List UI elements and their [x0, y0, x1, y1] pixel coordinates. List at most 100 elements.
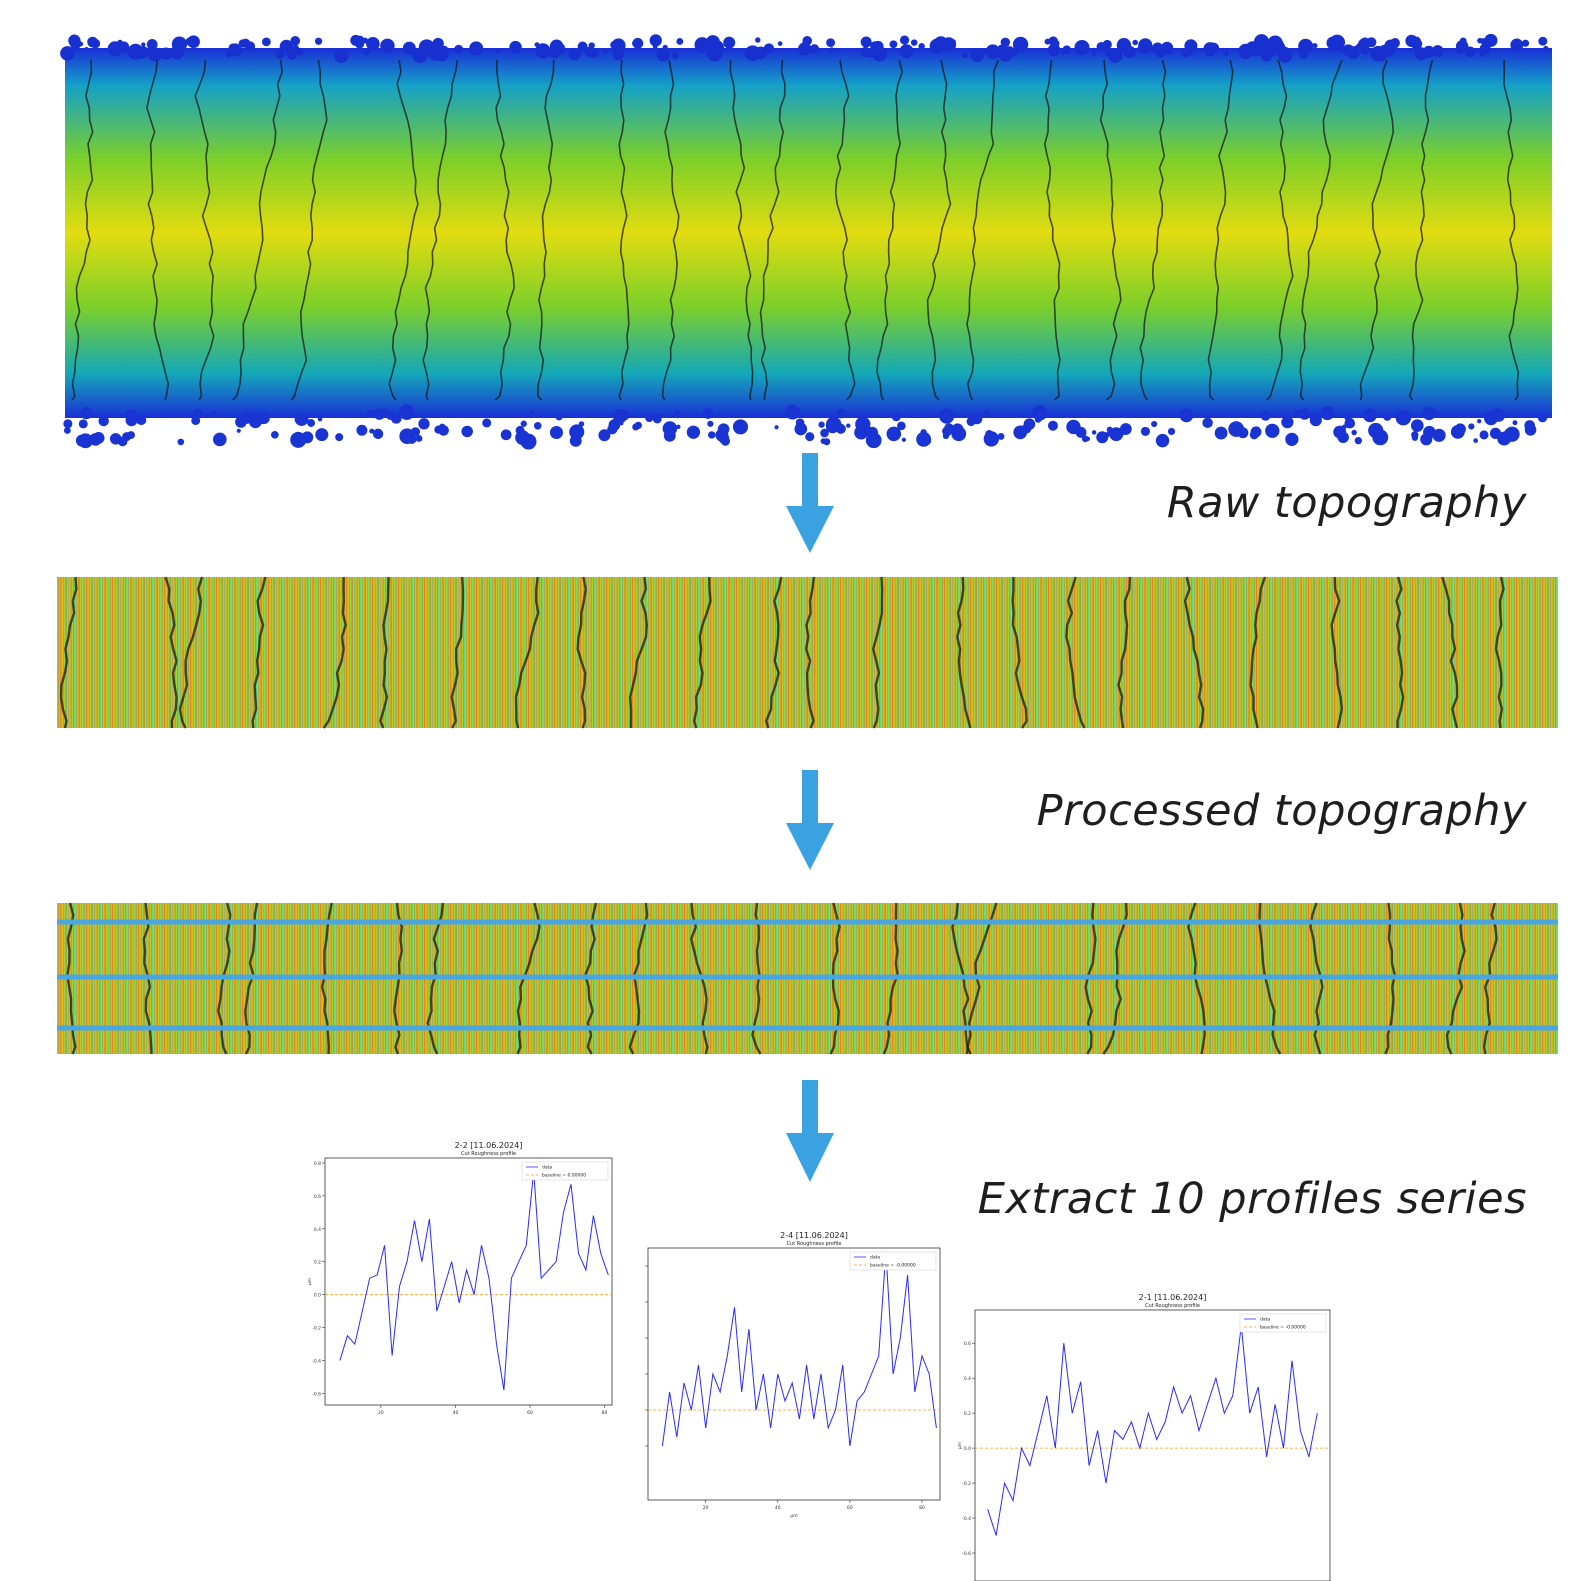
edge-blob: [1450, 424, 1465, 439]
edge-blob: [1510, 38, 1524, 52]
edge-blob: [1396, 413, 1404, 421]
edge-blob: [136, 415, 147, 426]
arrows: [786, 453, 834, 1182]
edge-blob: [60, 46, 75, 61]
raw-topography: [60, 33, 1552, 450]
crack: [1258, 902, 1282, 1055]
edge-blob: [1320, 406, 1335, 421]
edge-blob: [235, 416, 247, 428]
edge-blob: [991, 50, 996, 55]
edge-blob: [920, 429, 927, 436]
crack: [1441, 576, 1459, 729]
y-tick-label: 0.6: [314, 1194, 321, 1200]
edge-blob: [1278, 48, 1293, 63]
crack: [1011, 576, 1028, 729]
edge-blob: [1348, 49, 1356, 57]
crack: [729, 59, 754, 401]
edge-blob: [1075, 426, 1087, 438]
edge-blob: [1373, 48, 1381, 55]
edge-blob: [1091, 47, 1096, 52]
edge-blob: [568, 47, 581, 61]
edge-blob: [897, 421, 906, 431]
edge-blob: [602, 48, 608, 54]
y-tick-label: 0.0: [964, 1446, 971, 1452]
edge-blob: [889, 40, 898, 49]
edge-blob: [78, 419, 88, 429]
y-tick-label: -0.4: [962, 1516, 971, 1522]
edge-blob: [1457, 48, 1464, 54]
crack: [393, 902, 404, 1055]
edge-blob: [673, 410, 682, 419]
crack: [1139, 59, 1167, 401]
y-tick-label: -0.6: [312, 1391, 321, 1397]
edge-blob: [317, 416, 323, 422]
edge-blob: [860, 36, 872, 48]
crack: [194, 59, 215, 401]
edge-blob: [1108, 48, 1123, 63]
edge-blob: [1238, 43, 1254, 59]
edge-blob: [1497, 431, 1512, 446]
edge-blob: [1298, 38, 1314, 54]
edge-blob: [1104, 51, 1110, 57]
edge-blob: [1047, 420, 1058, 431]
crack: [829, 902, 841, 1055]
edge-blob: [236, 428, 241, 433]
crack: [1043, 59, 1061, 401]
edge-blob: [676, 424, 681, 430]
edge-blob: [951, 423, 964, 436]
edge-blob: [78, 433, 93, 449]
edge-blob: [1202, 417, 1213, 429]
edge-blob: [612, 409, 628, 424]
edge-blob: [961, 51, 968, 59]
crack: [1065, 576, 1086, 729]
legend-label: baseline = -0.00000: [870, 1263, 916, 1269]
edge-blob: [1265, 423, 1280, 438]
edge-blob: [63, 419, 73, 429]
edge-blob: [438, 423, 446, 431]
edge-blob: [1140, 426, 1151, 436]
legend-box: [1239, 1313, 1327, 1333]
y-tick-label: -0.4: [312, 1359, 321, 1365]
edge-blob: [141, 42, 146, 47]
edge-blob: [1081, 435, 1089, 443]
y-axis-label: µm: [958, 1442, 963, 1449]
edge-blob: [248, 412, 262, 426]
edge-blob: [1363, 408, 1377, 423]
edge-blob: [899, 35, 910, 45]
edge-blob: [744, 45, 761, 62]
edge-blob: [1464, 46, 1476, 58]
edge-blob: [125, 414, 138, 427]
edge-blob: [1484, 33, 1498, 47]
edge-blob: [354, 39, 365, 49]
edge-blob: [588, 47, 599, 59]
edge-blob: [942, 432, 950, 440]
edge-blob: [398, 404, 415, 420]
edge-blob: [1479, 50, 1486, 57]
legend-label: data: [1260, 1317, 1270, 1323]
edge-blob: [1543, 45, 1549, 52]
edge-blob: [362, 37, 369, 44]
edge-blob: [652, 414, 662, 424]
legend-label: baseline = -0.00000: [1260, 1325, 1306, 1331]
crack: [834, 59, 856, 401]
crack: [628, 902, 649, 1055]
edge-blob: [901, 437, 907, 442]
edge-blob: [970, 48, 984, 63]
x-tick-label: 60: [527, 1410, 533, 1416]
crack: [1249, 576, 1267, 729]
crack: [876, 59, 904, 401]
edge-blob: [805, 432, 815, 442]
step-label: Raw topography: [1166, 478, 1527, 528]
edge-blob: [755, 37, 761, 43]
edge-blob: [632, 37, 644, 49]
edge-blob: [192, 408, 203, 419]
x-tick-label: 80: [602, 1410, 608, 1416]
crack: [164, 576, 178, 729]
legend-label: baseline = 0.00000: [542, 1173, 586, 1179]
edge-blob: [335, 433, 344, 442]
crack: [692, 576, 712, 729]
edge-blob: [634, 421, 642, 430]
crack: [379, 576, 390, 729]
edge-blob: [210, 410, 217, 417]
edge-blob: [809, 44, 820, 54]
